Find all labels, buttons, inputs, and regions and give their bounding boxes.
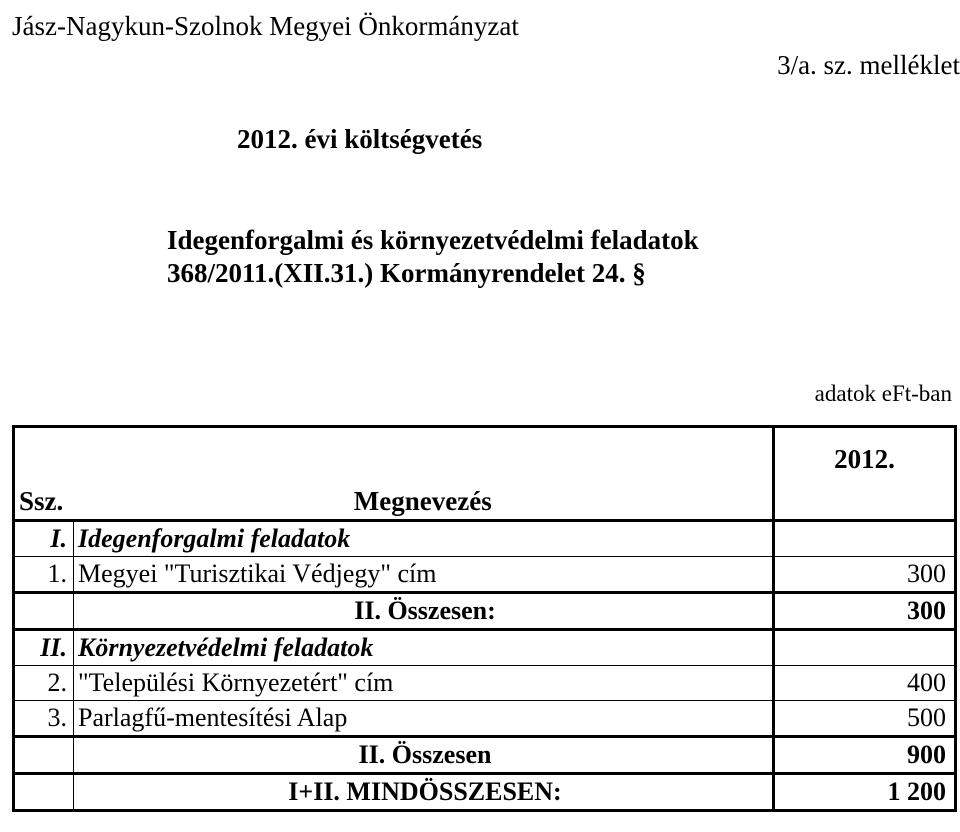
table-header-row: Ssz. Megnevezés 2012.	[14, 427, 956, 521]
cell-ssz: 2.	[14, 666, 74, 701]
table-row: I. Idegenforgalmi feladatok	[14, 521, 956, 557]
table-row: 1. Megyei "Turisztikai Védjegy" cím 300	[14, 557, 956, 593]
organization-title: Jász-Nagykun-Szolnok Megyei Önkormányzat	[12, 10, 954, 42]
col-header-year: 2012.	[774, 427, 956, 521]
cell-value: 400	[774, 666, 956, 701]
cell-value: 1 200	[774, 774, 956, 811]
cell-name: Idegenforgalmi feladatok	[74, 521, 774, 557]
cell-ssz: II.	[14, 630, 74, 666]
table-row: II. Összesen: 300	[14, 593, 956, 630]
cell-value: 500	[774, 701, 956, 737]
col-header-name: Megnevezés	[74, 427, 774, 521]
cell-value: 900	[774, 737, 956, 774]
cell-value: 300	[774, 557, 956, 593]
cell-name: Környezetvédelmi feladatok	[74, 630, 774, 666]
cell-ssz	[14, 774, 74, 811]
page: Jász-Nagykun-Szolnok Megyei Önkormányzat…	[0, 0, 960, 832]
cell-name: I+II. MINDÖSSZESEN:	[74, 774, 774, 811]
cell-value: 300	[774, 593, 956, 630]
cell-name: Megyei "Turisztikai Védjegy" cím	[74, 557, 774, 593]
unit-note: adatok eFt-ban	[12, 381, 954, 407]
table-row: II. Környezetvédelmi feladatok	[14, 630, 956, 666]
cell-value	[774, 630, 956, 666]
decree-line: 368/2011.(XII.31.) Kormányrendelet 24. §	[167, 258, 954, 289]
cell-ssz: 3.	[14, 701, 74, 737]
table-row: 2. "Települési Környezetért" cím 400	[14, 666, 956, 701]
cell-name: Parlagfű-mentesítési Alap	[74, 701, 774, 737]
cell-name: II. Összesen	[74, 737, 774, 774]
table-row: I+II. MINDÖSSZESEN: 1 200	[14, 774, 956, 811]
cell-ssz	[14, 593, 74, 630]
col-header-ssz: Ssz.	[14, 427, 74, 521]
table-row: 3. Parlagfű-mentesítési Alap 500	[14, 701, 956, 737]
data-table: Ssz. Megnevezés 2012. I. Idegenforgalmi …	[12, 425, 957, 812]
cell-ssz	[14, 737, 74, 774]
budget-title: 2012. évi költségvetés	[237, 124, 954, 155]
cell-ssz: 1.	[14, 557, 74, 593]
cell-ssz: I.	[14, 521, 74, 557]
table-row: II. Összesen 900	[14, 737, 956, 774]
section-title: Idegenforgalmi és környezetvédelmi felad…	[167, 225, 954, 256]
annex-label: 3/a. sz. melléklet	[777, 50, 960, 81]
cell-value	[774, 521, 956, 557]
cell-name: II. Összesen:	[74, 593, 774, 630]
cell-name: "Települési Környezetért" cím	[74, 666, 774, 701]
